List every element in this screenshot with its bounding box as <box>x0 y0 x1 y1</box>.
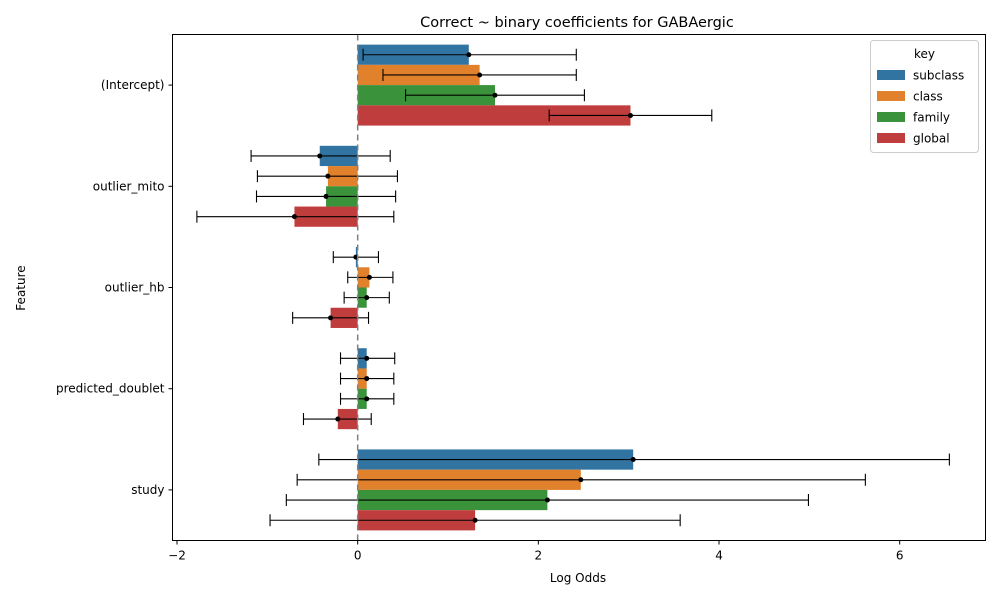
y-tick-label: predicted_doublet <box>56 382 165 396</box>
x-tick-label: 0 <box>354 549 362 563</box>
point-global-3 <box>335 416 341 422</box>
legend-label-class: class <box>913 90 943 104</box>
point-global-2 <box>328 315 334 321</box>
point-class-3 <box>364 376 370 382</box>
y-tick-label: (Intercept) <box>101 78 165 92</box>
x-tick-label: −2 <box>168 549 186 563</box>
x-tick-label: 4 <box>715 549 723 563</box>
x-axis-label: Log Odds <box>550 571 606 585</box>
point-class-2 <box>366 274 372 280</box>
legend-label-subclass: subclass <box>913 69 964 83</box>
point-family-1 <box>323 193 329 199</box>
point-class-4 <box>578 477 584 483</box>
point-global-4 <box>472 517 478 523</box>
point-subclass-3 <box>364 355 370 361</box>
point-global-0 <box>627 112 633 118</box>
legend-label-family: family <box>913 111 950 125</box>
point-subclass-1 <box>317 153 323 159</box>
legend-swatch-class <box>877 91 905 101</box>
x-tick-label: 2 <box>535 549 543 563</box>
point-family-3 <box>364 396 370 402</box>
y-tick-label: outlier_mito <box>93 179 165 193</box>
bar-global-0 <box>357 105 631 126</box>
point-family-0 <box>492 92 498 98</box>
legend-title: key <box>914 47 935 61</box>
legend-swatch-subclass <box>877 70 905 80</box>
x-tick-label: 6 <box>896 549 904 563</box>
legend-box <box>870 40 979 153</box>
legend: key subclass class family global <box>870 40 979 153</box>
point-class-0 <box>477 72 483 78</box>
point-family-4 <box>544 497 550 503</box>
point-subclass-0 <box>466 52 472 58</box>
chart-title: Correct ~ binary coefficients for GABAer… <box>420 15 734 31</box>
point-subclass-4 <box>630 457 636 463</box>
point-global-1 <box>291 214 297 220</box>
y-tick-label: study <box>131 483 164 497</box>
point-class-1 <box>325 173 331 179</box>
legend-swatch-family <box>877 112 905 122</box>
legend-label-global: global <box>913 132 950 146</box>
legend-swatch-global <box>877 133 905 143</box>
y-axis-label: Feature <box>14 265 28 310</box>
plot-frame <box>172 34 986 541</box>
point-family-2 <box>364 295 370 301</box>
y-tick-label: outlier_hb <box>105 281 165 295</box>
